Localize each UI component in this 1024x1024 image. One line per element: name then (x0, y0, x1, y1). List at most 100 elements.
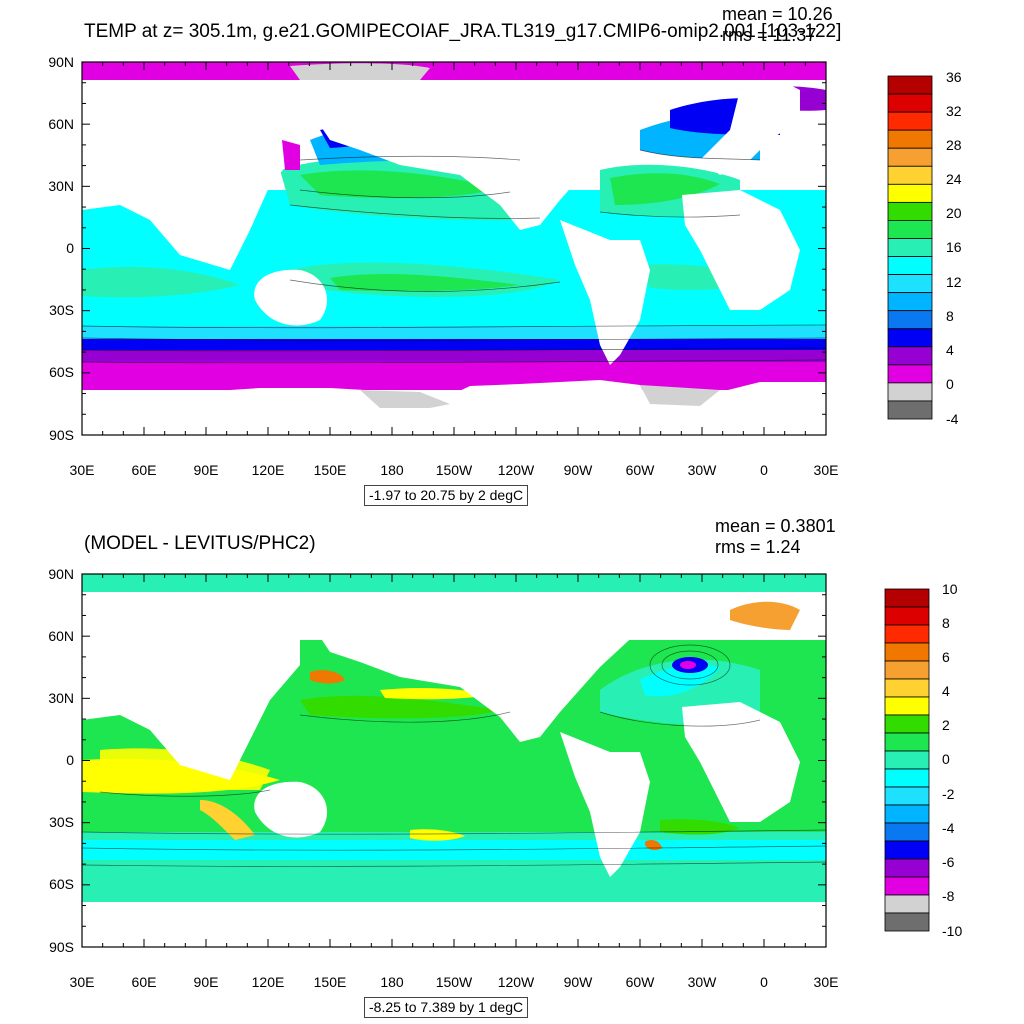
bottom-colorbar-labels: 10 8 6 4 2 0 -2 -4 -6 -8 -10 (942, 581, 962, 939)
lon-label: 150E (314, 462, 347, 478)
colorbar-swatch (887, 93, 933, 113)
lat-label: 90N (48, 566, 74, 582)
colorbar-swatch (884, 624, 930, 644)
lon-label: 0 (760, 974, 768, 990)
colorbar-label: 0 (946, 376, 954, 392)
colorbar-swatch (887, 220, 933, 239)
lat-label: 60N (48, 116, 74, 132)
colorbar-swatch (887, 346, 933, 366)
top-panel-range-label: -1.97 to 20.75 by 2 degC (364, 485, 529, 507)
colorbar-label: -8 (942, 888, 955, 904)
lat-label: 60S (49, 364, 74, 380)
bottom-map-frame (81, 573, 827, 948)
colorbar-swatch (884, 714, 930, 734)
lon-label: 30W (688, 462, 718, 478)
lat-label: 90S (49, 939, 74, 955)
lon-label: 90W (564, 462, 594, 478)
top-panel-rms: rms = 11.37 (722, 25, 817, 45)
lon-label: 30E (70, 974, 95, 990)
colorbar-label: -4 (946, 411, 959, 427)
lon-label: 30E (70, 462, 95, 478)
lon-label: 90E (194, 974, 219, 990)
colorbar-swatch (884, 912, 930, 932)
bottom-difference-map (82, 574, 826, 947)
lon-label: 90E (194, 462, 219, 478)
colorbar-label: 36 (946, 69, 962, 85)
lat-label: 0 (66, 752, 74, 768)
colorbar-swatch (887, 165, 933, 185)
colorbar-label: 32 (946, 103, 962, 119)
colorbar-swatch (884, 588, 930, 608)
colorbar-swatch (884, 660, 930, 680)
lat-label: 30N (48, 690, 74, 706)
lon-label: 180 (380, 974, 404, 990)
colorbar-swatch (887, 201, 933, 221)
colorbar-label: 6 (942, 649, 950, 665)
lon-label: 150E (314, 974, 347, 990)
colorbar-swatch (887, 75, 933, 95)
lon-label: 120E (252, 974, 285, 990)
colorbar-swatch (884, 804, 930, 824)
colorbar-swatch (884, 840, 930, 860)
lon-label: 120W (498, 462, 535, 478)
top-panel-title: TEMP at z= 305.1m, g.e21.GOMIPECOIAF_JRA… (84, 21, 842, 42)
lon-label: 90W (564, 974, 594, 990)
lon-label: 120E (252, 462, 285, 478)
colorbar-swatch (887, 328, 933, 348)
top-colorbar-labels: 36 32 28 24 20 16 12 8 4 0 -4 (946, 69, 962, 427)
colorbar-label: 0 (942, 751, 950, 767)
lat-label: 30N (48, 178, 74, 194)
colorbar-swatch (884, 876, 930, 896)
colorbar-swatch (887, 147, 933, 167)
colorbar-label: 28 (946, 137, 962, 153)
colorbar-swatch (887, 111, 933, 131)
top-temperature-map (82, 62, 826, 435)
colorbar-label: 24 (946, 171, 962, 187)
colorbar-label: 10 (942, 581, 958, 597)
lon-label: 30E (814, 462, 839, 478)
colorbar-swatch (884, 786, 930, 806)
lon-label: 30E (814, 974, 839, 990)
top-lat-axis-labels: 90N 60N 30N 0 30S 60S 90S (48, 54, 74, 443)
lon-label: 60W (626, 974, 656, 990)
lon-label: 30W (688, 974, 718, 990)
colorbar-label: 8 (946, 308, 954, 324)
colorbar-label: 2 (942, 717, 950, 733)
lon-label: 0 (760, 462, 768, 478)
colorbar-label: 4 (946, 342, 954, 358)
colorbar-swatch (887, 292, 933, 312)
colorbar-label: -10 (942, 923, 962, 939)
bottom-panel-rms: rms = 1.24 (715, 537, 801, 557)
colorbar-swatch (887, 238, 933, 257)
colorbar-swatch (884, 822, 930, 842)
bottom-panel-mean: mean = 0.3801 (715, 516, 836, 536)
lon-label: 60E (132, 462, 157, 478)
colorbar-swatch (884, 642, 930, 662)
bottom-panel-title: (MODEL - LEVITUS/PHC2) (84, 533, 316, 554)
top-panel-mean: mean = 10.26 (722, 4, 833, 24)
colorbar-swatch (884, 678, 930, 698)
lat-label: 30S (49, 814, 74, 830)
colorbar-label: 16 (946, 239, 962, 255)
bottom-lat-axis-labels: 90N 60N 30N 0 30S 60S 90S (48, 566, 74, 955)
colorbar-label: 12 (946, 274, 962, 290)
colorbar-label: 8 (942, 615, 950, 631)
colorbar-swatch (887, 183, 933, 203)
colorbar-swatch (887, 382, 933, 402)
colorbar-swatch (887, 400, 933, 420)
lat-label: 0 (66, 240, 74, 256)
bottom-panel-range-label: -8.25 to 7.389 by 1 degC (364, 997, 529, 1019)
colorbar-swatch (884, 696, 930, 716)
top-colorbar (887, 75, 933, 420)
top-lon-axis-labels: 30E 60E 90E 120E 150E 180 150W 120W 90W … (70, 462, 839, 478)
colorbar-label: 20 (946, 205, 962, 221)
colorbar-swatch (887, 364, 933, 384)
colorbar-swatch (884, 750, 930, 770)
top-map-frame (81, 61, 827, 436)
lon-label: 150W (436, 462, 473, 478)
colorbar-swatch (884, 606, 930, 626)
lat-label: 60S (49, 876, 74, 892)
colorbar-swatch (887, 256, 933, 275)
colorbar-swatch (887, 129, 933, 149)
